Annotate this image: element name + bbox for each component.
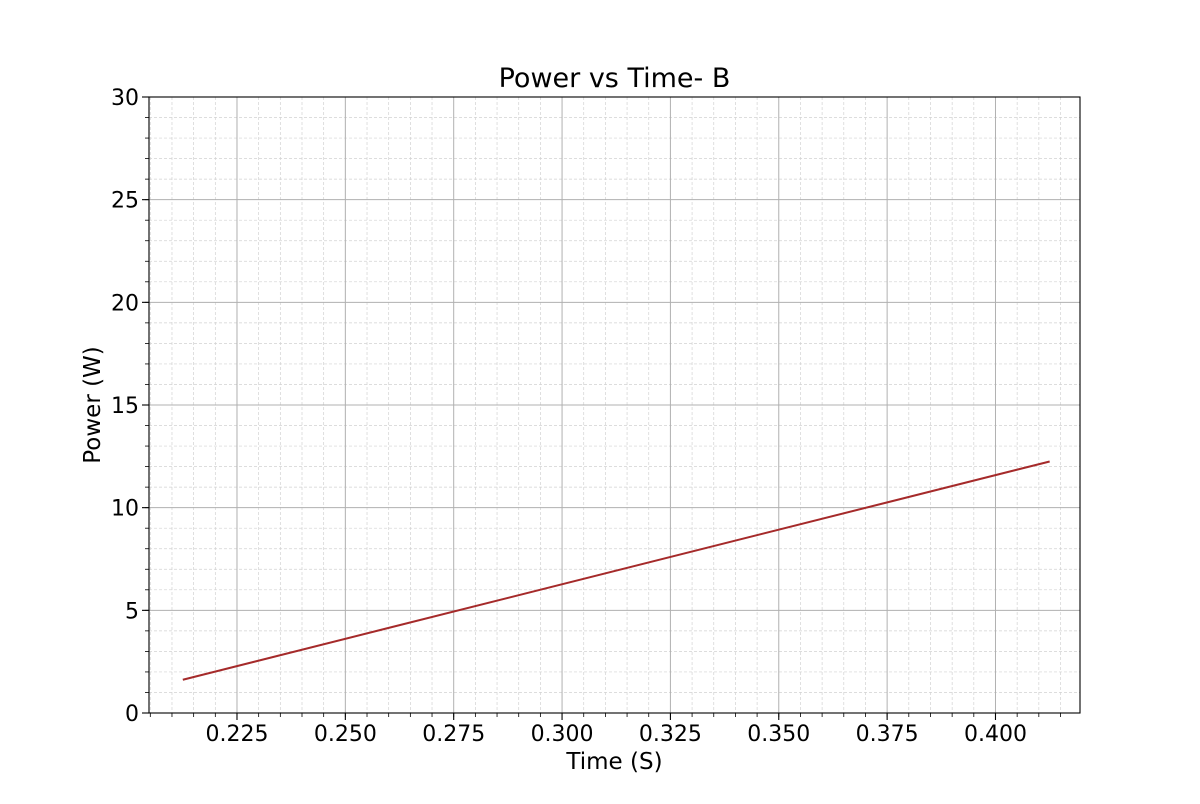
y-tick-label: 0 (125, 702, 139, 727)
x-tick-label: 0.300 (531, 722, 594, 747)
x-tick-label: 0.250 (314, 722, 377, 747)
y-tick-label: 15 (111, 394, 139, 419)
y-tick-label: 20 (111, 291, 139, 316)
y-axis-label: Power (W) (80, 346, 106, 464)
x-tick-label: 0.375 (856, 722, 919, 747)
x-tick-label: 0.400 (964, 722, 1027, 747)
y-tick-label: 5 (125, 599, 139, 624)
series-line (182, 460, 1050, 681)
x-tick-label: 0.275 (422, 722, 485, 747)
x-tick-label: 0.350 (747, 722, 810, 747)
axis-ticks (142, 96, 1061, 720)
x-tick-labels: 0.225 0.250 0.275 0.300 0.325 0.350 0.375 0.400 (205, 722, 1026, 747)
y-tick-label: 30 (111, 86, 139, 111)
x-tick-label: 0.325 (639, 722, 702, 747)
x-tick-label: 0.225 (205, 722, 268, 747)
y-tick-label: 25 (111, 189, 139, 214)
series-layer (182, 460, 1050, 681)
major-gridlines (149, 97, 1080, 713)
x-axis-label: Time (S) (565, 749, 662, 775)
y-tick-label: 10 (111, 497, 139, 522)
chart-title: Power vs Time- B (499, 63, 731, 94)
y-tick-labels: 0 5 10 15 20 25 30 (111, 86, 139, 727)
